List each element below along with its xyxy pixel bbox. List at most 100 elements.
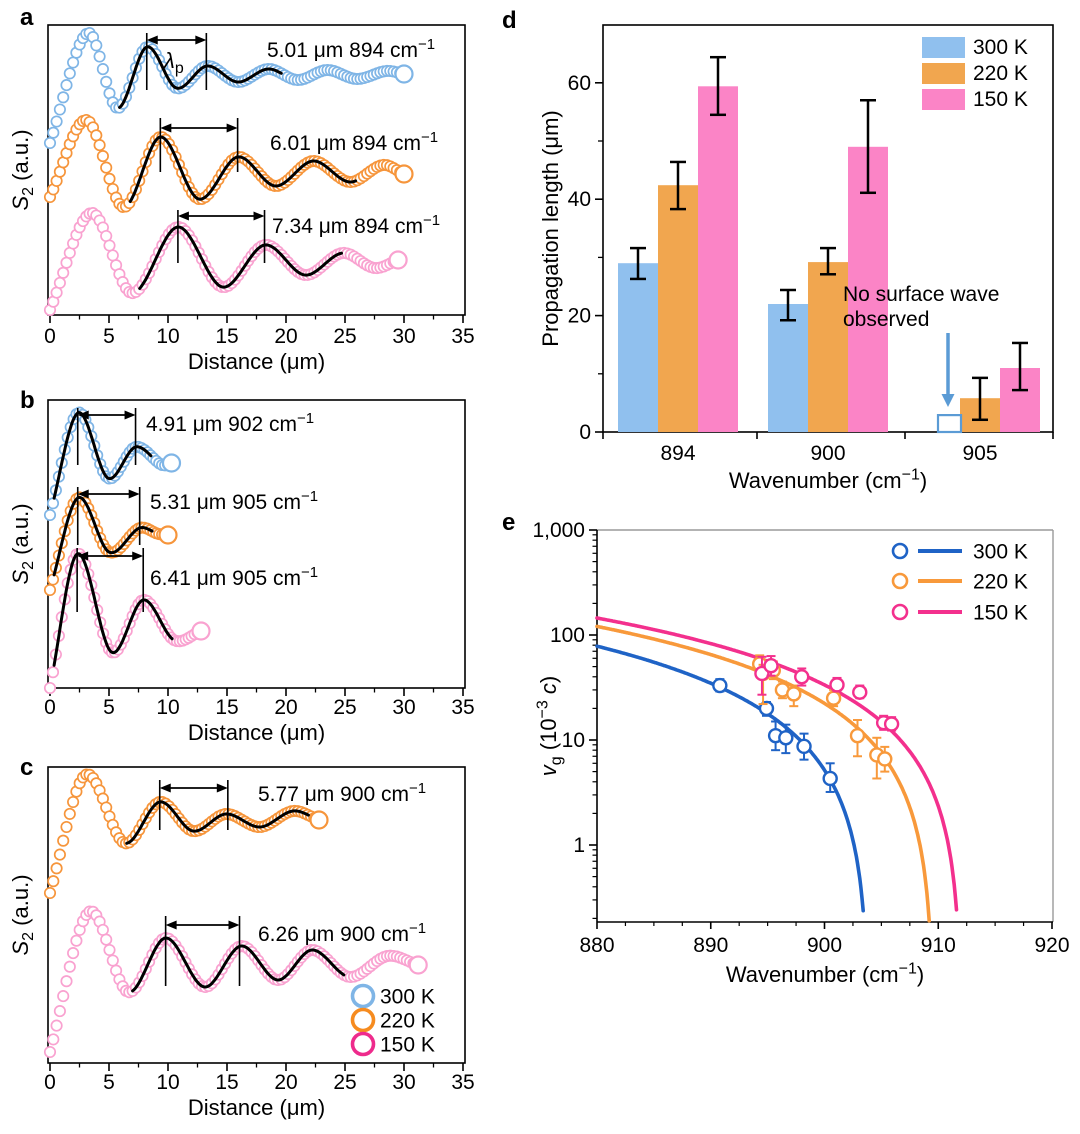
x-tick-label: 5: [103, 696, 115, 719]
data-circle: [43, 508, 57, 522]
x-tick-label: 35: [451, 696, 474, 719]
y-axis-title: S2 (a.u.): [8, 129, 37, 210]
panel-label-c: c: [20, 754, 33, 781]
wavelength-arrow: [177, 211, 265, 221]
bar-900: [768, 304, 808, 432]
data-circle: [96, 63, 109, 76]
data-circle: [47, 1033, 60, 1046]
data-circle: [57, 91, 70, 104]
x-tick-label: 10: [156, 696, 179, 719]
panel-b-annotation-220K: 5.31 μm 905 cm−1: [76, 487, 318, 545]
bar-894: [658, 185, 698, 432]
x-tick-label: 30: [392, 696, 415, 719]
data-point: [796, 738, 812, 755]
wavelength-label: 6.26 μm 900 cm−1: [258, 920, 426, 946]
x-axis-title: Distance (μm): [188, 1095, 325, 1120]
x-category-label: 900: [810, 442, 845, 465]
panel-e-legend: 300 K 220 K 150 K: [891, 541, 1028, 625]
legend-marker: [891, 542, 909, 560]
legend-ring: [350, 1007, 376, 1033]
panel-e-curve-300K: [595, 644, 865, 913]
arrow-head-left: [77, 489, 89, 499]
legend-item-300K: 300 K: [891, 541, 1028, 564]
data-circle: [63, 807, 76, 820]
data-circle: [57, 990, 70, 1003]
arrow-head-right: [195, 35, 207, 45]
bar-900: [848, 146, 888, 433]
data-point: [877, 751, 893, 767]
end-circle: [408, 955, 428, 975]
wavelength-label: 7.34 μm 894 cm−1: [272, 212, 440, 238]
end-circle: [191, 621, 211, 641]
data-circle: [53, 1005, 66, 1018]
x-tick-label: 20: [274, 1071, 297, 1094]
legend-label: 220 K: [973, 571, 1028, 594]
panel-a-fit-220K: [128, 135, 358, 203]
data-circle: [53, 276, 66, 289]
data-circle: [93, 139, 106, 152]
data-circle: [103, 172, 116, 185]
data-circle: [103, 943, 116, 957]
data-point: [852, 684, 868, 700]
wavelength-label: 6.01 μm 894 cm−1: [270, 129, 438, 155]
legend-label: 300 K: [973, 541, 1028, 564]
data-point: [883, 716, 900, 732]
data-point: [778, 730, 794, 746]
data-circle: [47, 126, 60, 139]
legend-label: 220 K: [973, 62, 1028, 85]
legend-item-150K: 150 K: [922, 88, 1028, 111]
x-tick-label: 880: [579, 934, 614, 957]
data-circle: [100, 933, 113, 946]
data-circle: [60, 975, 73, 988]
data-circle: [46, 666, 60, 679]
x-axis-title: Distance (μm): [188, 720, 325, 745]
arrow-head-left: [77, 551, 89, 561]
end-circle: [309, 810, 329, 830]
bar-894: [618, 263, 658, 432]
y-tick-label: 20: [568, 305, 591, 328]
data-circle: [43, 886, 57, 900]
wavelength-label: 5.77 μm 900 cm−1: [258, 780, 426, 806]
data-circle: [106, 249, 119, 262]
x-tick-label: 0: [44, 696, 56, 719]
data-point: [786, 686, 802, 702]
data-circle: [60, 256, 73, 269]
y-axis-title: S2 (a.u.): [8, 874, 37, 955]
arrow-head-right: [132, 551, 144, 561]
x-tick-label: 10: [156, 1071, 179, 1094]
wavelength-label: 5.31 μm 905 cm−1: [150, 488, 318, 514]
panel-a: 0 5 10 15 20 25 30 35 Distance (μm) S2 (a.u.) 5.01…: [8, 24, 475, 374]
panel-d-y-axis: 0 20 40 60: [568, 72, 603, 444]
data-circle: [100, 161, 113, 174]
wavelength-arrow: [146, 35, 207, 45]
legend-swatch: [922, 89, 965, 110]
x-tick-label: 900: [807, 934, 842, 957]
no-surface-wave-text: No surface wave: [843, 283, 999, 306]
legend-item-220K: 220 K: [922, 62, 1028, 85]
no-surface-wave-text: observed: [843, 308, 929, 331]
arrow-head-right: [124, 410, 136, 420]
arrow-head-left: [146, 35, 158, 45]
panel-b-annotation-150K: 6.41 μm 905 cm−1: [76, 548, 318, 612]
panel-d-bars-300K: [618, 263, 808, 432]
wavelength-arrow: [160, 123, 238, 133]
data-circle: [50, 862, 63, 875]
wavelength-arrow: [77, 489, 140, 499]
panel-c-x-axis: 0 5 10 15 20 25 30 35: [44, 1063, 475, 1094]
panel-d: 0 20 40 60 894 900 905 Wavenumber (cm−1) Propaga…: [538, 24, 1054, 493]
legend-item-300K: 300 K: [922, 36, 1028, 59]
x-tick-label: 20: [274, 325, 297, 348]
arrow-head-left: [77, 410, 89, 420]
lambda-p-label: λp: [163, 48, 184, 77]
data-point: [849, 727, 866, 744]
data-circle: [53, 848, 66, 861]
x-tick-label: 25: [333, 1071, 356, 1094]
x-tick-label: 25: [333, 696, 356, 719]
y-axis-title: Propagation length (μm): [538, 110, 563, 346]
legend-item-220K: 220 K: [350, 1007, 435, 1033]
panel-b-fit-220K: [52, 496, 154, 577]
panel-a-fit-150K: [138, 225, 343, 290]
